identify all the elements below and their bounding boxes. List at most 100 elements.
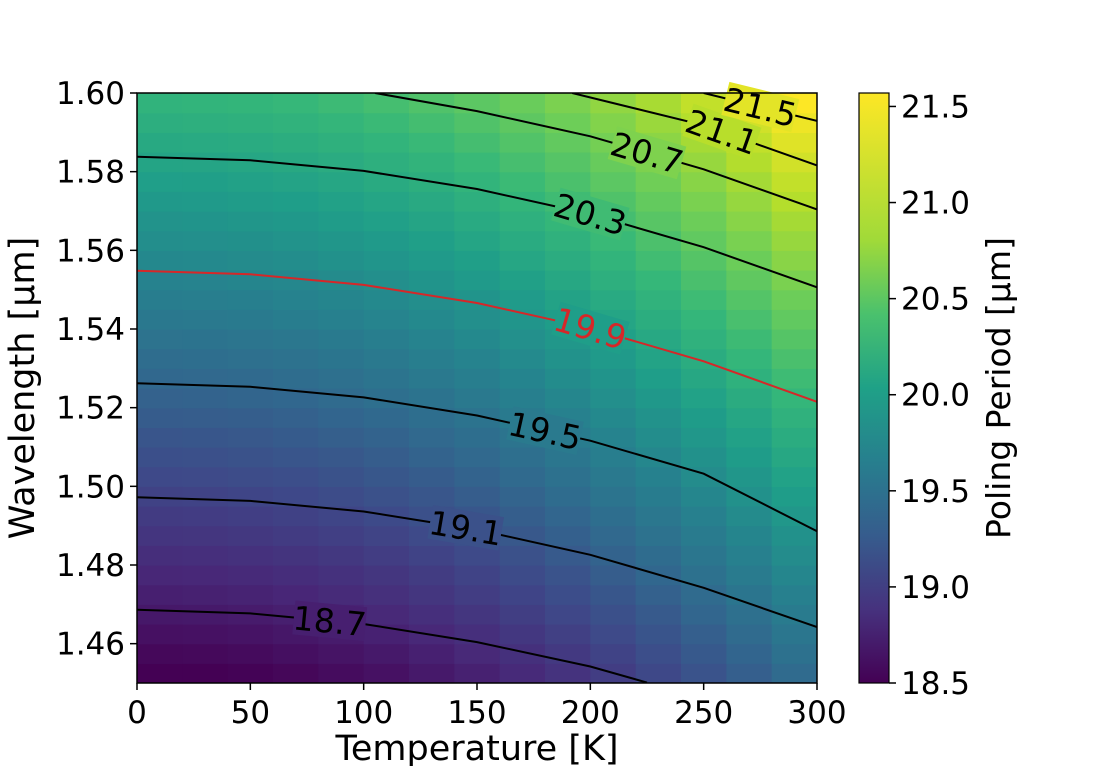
heatmap-cell bbox=[227, 230, 274, 251]
heatmap-cell bbox=[635, 289, 682, 310]
heatmap-cell bbox=[182, 584, 229, 605]
heatmap-cell bbox=[545, 584, 591, 605]
heatmap-cell bbox=[182, 604, 229, 625]
heatmap-cell bbox=[771, 604, 817, 625]
heatmap-cell bbox=[454, 604, 501, 625]
heatmap-cell bbox=[273, 348, 319, 369]
heatmap-cell bbox=[182, 289, 229, 310]
heatmap-cell bbox=[318, 388, 365, 409]
heatmap-cell bbox=[635, 211, 682, 232]
heatmap-cell bbox=[726, 270, 773, 291]
heatmap-cell bbox=[182, 388, 229, 409]
heatmap-cell bbox=[318, 270, 365, 291]
heatmap-cell bbox=[635, 545, 682, 566]
heatmap-cell bbox=[681, 348, 727, 369]
heatmap-cell bbox=[318, 132, 365, 153]
heatmap-cell bbox=[726, 289, 773, 310]
heatmap-cell bbox=[499, 93, 546, 114]
y-tick-label: 1.52 bbox=[56, 391, 125, 427]
heatmap-cell bbox=[499, 624, 546, 645]
heatmap-cell bbox=[137, 506, 183, 527]
heatmap-cell bbox=[409, 211, 455, 232]
heatmap-cell bbox=[499, 447, 546, 468]
heatmap-cell bbox=[499, 486, 546, 507]
heatmap-cell bbox=[499, 663, 546, 683]
heatmap-cell bbox=[137, 112, 183, 133]
heatmap-cell bbox=[182, 348, 229, 369]
y-tick-label: 1.58 bbox=[56, 155, 125, 191]
heatmap-cell bbox=[182, 447, 229, 468]
heatmap-cell bbox=[363, 132, 410, 153]
heatmap-cell bbox=[182, 152, 229, 173]
heatmap-cell bbox=[681, 171, 727, 192]
y-tick-label: 1.54 bbox=[56, 312, 125, 348]
heatmap-cell bbox=[726, 427, 773, 448]
heatmap-cell bbox=[409, 545, 455, 566]
heatmap-cell bbox=[545, 250, 591, 271]
heatmap-cell bbox=[409, 604, 455, 625]
heatmap-cell bbox=[545, 348, 591, 369]
heatmap-cell bbox=[454, 329, 501, 350]
heatmap-cell bbox=[363, 368, 410, 389]
heatmap-cell bbox=[590, 171, 637, 192]
x-tick-label: 300 bbox=[787, 695, 846, 731]
colorbar-ticks: 18.5 19.0 19.5 20.0 20.5 21.0 21.5 bbox=[889, 89, 970, 702]
heatmap-cell bbox=[363, 191, 410, 212]
heatmap-cell bbox=[635, 506, 682, 527]
heatmap-cell bbox=[545, 525, 591, 546]
y-tick-label: 1.46 bbox=[56, 627, 125, 663]
heatmap-cell bbox=[499, 545, 546, 566]
heatmap-cell bbox=[409, 388, 455, 409]
heatmap-cell bbox=[681, 191, 727, 212]
heatmap-cell bbox=[499, 309, 546, 330]
heatmap-cell bbox=[590, 388, 637, 409]
heatmap-cell bbox=[227, 447, 274, 468]
heatmap-cell bbox=[318, 447, 365, 468]
heatmap-cell bbox=[771, 132, 817, 153]
heatmap-cell bbox=[635, 348, 682, 369]
heatmap-cell bbox=[318, 643, 365, 664]
heatmap-cell bbox=[499, 329, 546, 350]
heatmap-cell bbox=[499, 171, 546, 192]
heatmap-cell bbox=[771, 466, 817, 487]
heatmap-cell bbox=[273, 525, 319, 546]
heatmap-cell bbox=[726, 663, 773, 683]
heatmap-cell bbox=[635, 663, 682, 683]
heatmap-cell bbox=[590, 112, 637, 133]
heatmap-cell bbox=[499, 289, 546, 310]
heatmap-cell bbox=[726, 525, 773, 546]
y-tick-label: 1.60 bbox=[56, 76, 125, 112]
heatmap-cell bbox=[635, 309, 682, 330]
heatmap-cell bbox=[590, 643, 637, 664]
heatmap-cell bbox=[499, 152, 546, 173]
heatmap-cell bbox=[137, 211, 183, 232]
heatmap-cell bbox=[363, 112, 410, 133]
x-tick-label: 250 bbox=[674, 695, 733, 731]
heatmap-cell bbox=[137, 329, 183, 350]
heatmap-cell bbox=[771, 407, 817, 428]
heatmap-cell bbox=[227, 250, 274, 271]
heatmap-cell bbox=[182, 230, 229, 251]
heatmap-cell bbox=[771, 525, 817, 546]
heatmap-cell bbox=[726, 211, 773, 232]
heatmap-cell bbox=[137, 368, 183, 389]
contour-label-text: 18.7 bbox=[291, 598, 368, 644]
heatmap-cell bbox=[363, 466, 410, 487]
heatmap-cell bbox=[227, 663, 274, 683]
heatmap-cell bbox=[363, 525, 410, 546]
heatmap-cell bbox=[182, 191, 229, 212]
heatmap-cell bbox=[771, 427, 817, 448]
heatmap-cell bbox=[227, 506, 274, 527]
heatmap-cell bbox=[590, 506, 637, 527]
colorbar-tick-label: 19.5 bbox=[901, 474, 970, 510]
heatmap-cell bbox=[363, 348, 410, 369]
heatmap-cell bbox=[590, 427, 637, 448]
heatmap-cell bbox=[726, 565, 773, 586]
heatmap-cell bbox=[545, 604, 591, 625]
heatmap-cell bbox=[137, 309, 183, 330]
heatmap-cell bbox=[409, 584, 455, 605]
heatmap-cell bbox=[409, 565, 455, 586]
heatmap-cell bbox=[409, 486, 455, 507]
heatmap-cell bbox=[635, 466, 682, 487]
heatmap-cell bbox=[635, 447, 682, 468]
